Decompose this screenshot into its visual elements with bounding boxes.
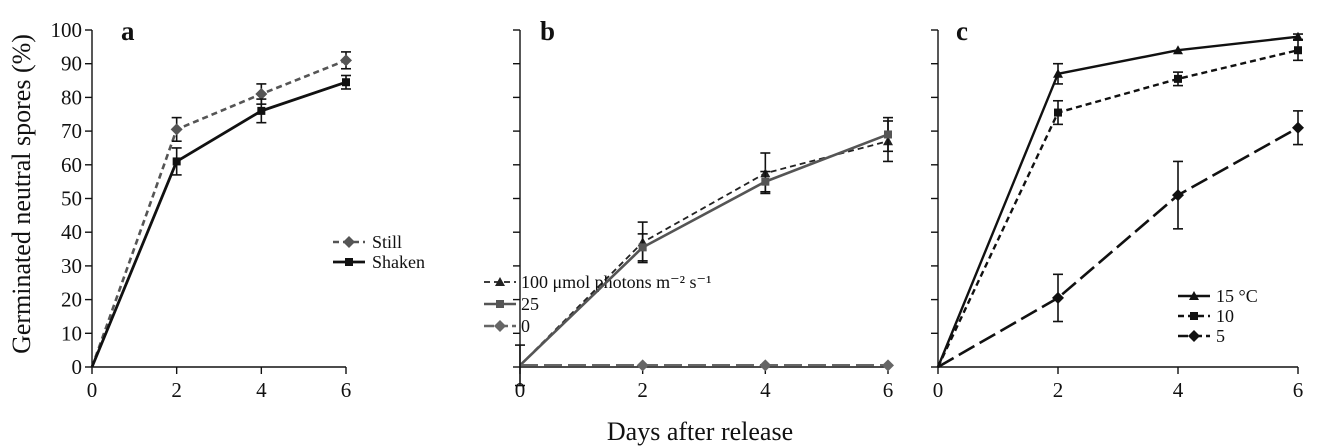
panel-c-series-2-point	[1292, 121, 1304, 134]
panel-c-series-2-point	[1172, 189, 1184, 202]
panel-c-series-2-point	[1052, 291, 1064, 304]
panel-b-series-0-line	[519, 140, 889, 366]
panel-c-series-0-point	[1173, 45, 1183, 55]
panel-a-ytick-label: 100	[51, 18, 83, 42]
panel-c-xtick-label: 0	[933, 378, 944, 402]
panel-a-xtick-label: 0	[87, 378, 98, 402]
panel-c-legend-0-label: 15 °C	[1216, 286, 1258, 306]
panel-c-series-0-point	[1053, 68, 1063, 78]
panel-a-series-1-point	[172, 157, 181, 166]
panel-a-xtick-label: 2	[171, 378, 182, 402]
panel-a-series-0-point	[340, 54, 352, 67]
panel-a-ytick-label: 90	[61, 52, 82, 76]
panel-a-legend-0-label: Still	[372, 232, 402, 252]
x-axis-title: Days after release	[607, 417, 793, 446]
panel-c-series-2-line	[937, 126, 1299, 369]
panel-a-xtick-label: 4	[256, 378, 267, 402]
panel-b-legend-0-label: 100 μmol photons m⁻² s⁻¹	[521, 272, 711, 292]
panel-a-ytick-label: 0	[72, 355, 83, 379]
y-axis-title: Germinated neutral spores (%)	[7, 34, 36, 354]
panel-a-legend-0-marker	[343, 236, 355, 248]
panel-c-legend-0-marker	[1189, 291, 1199, 300]
panel-b-xtick-label: 6	[883, 378, 894, 402]
panel-c-series-1-point	[1294, 46, 1302, 55]
panel-a-ytick-label: 20	[61, 288, 82, 312]
panel-c-xtick-label: 2	[1053, 378, 1064, 402]
panel-c-legend-2-label: 5	[1216, 326, 1225, 346]
panel-a-ytick-label: 30	[61, 254, 82, 278]
panel-a-series-1-line	[90, 80, 347, 368]
panel-b-series-1-point	[884, 130, 892, 139]
panel-a-series-0-point	[170, 123, 183, 136]
panel-b-legend-2-marker	[494, 320, 506, 332]
panel-b-series-2-point	[636, 359, 649, 372]
panel-b-series-2-point	[759, 359, 772, 372]
panel-a-ytick-label: 80	[61, 85, 82, 109]
panel-a-ytick-label: 10	[61, 321, 82, 345]
panel-b-letter: b	[540, 16, 555, 46]
panel-a-series-1-point	[342, 78, 350, 87]
panel-c-letter: c	[956, 16, 968, 46]
panel-a-legend-1-label: Shaken	[372, 252, 425, 272]
panel-a-ytick-label: 50	[61, 187, 82, 211]
panel-a-series-0-point	[255, 88, 268, 101]
panel-c-series-1-line	[936, 49, 1299, 368]
panel-a-legend-1-marker	[345, 258, 353, 266]
panel-b-legend-1-label: 25	[521, 294, 539, 314]
panel-a-series-1-point	[257, 106, 266, 115]
panel-c-series-0-point	[1293, 31, 1303, 41]
panel-b-series-2-point	[882, 359, 894, 372]
panel-b-series-1-point	[761, 177, 770, 186]
panel-b-xtick-label: 0	[515, 378, 526, 402]
panel-c-series-0-line	[936, 35, 1299, 368]
panel-a-letter: a	[121, 16, 135, 46]
panel-a-series-0-line	[90, 59, 347, 368]
panel-c-series-1-point	[1054, 108, 1062, 117]
panel-b-xtick-label: 2	[637, 378, 648, 402]
panel-c-xtick-label: 6	[1293, 378, 1304, 402]
panel-b-series-1-point	[638, 243, 647, 252]
panel-b-legend-0-marker	[495, 277, 505, 286]
panel-c-series-1-point	[1174, 74, 1182, 83]
panel-c-legend-1-label: 10	[1216, 306, 1234, 326]
panel-c-legend-2-marker	[1188, 330, 1200, 342]
panel-b-series-1-line	[519, 133, 889, 367]
panel-c-xtick-label: 4	[1173, 378, 1184, 402]
panel-b-legend-1-marker	[496, 300, 504, 308]
panel-c-legend-1-marker	[1190, 312, 1198, 320]
panel-b-legend-2-label: 0	[521, 316, 530, 336]
panel-a-ytick-label: 60	[61, 153, 82, 177]
panel-a-ytick-label: 40	[61, 220, 82, 244]
panel-b-xtick-label: 4	[760, 378, 771, 402]
panel-a-ytick-label: 70	[61, 119, 82, 143]
panel-a-xtick-label: 6	[341, 378, 352, 402]
